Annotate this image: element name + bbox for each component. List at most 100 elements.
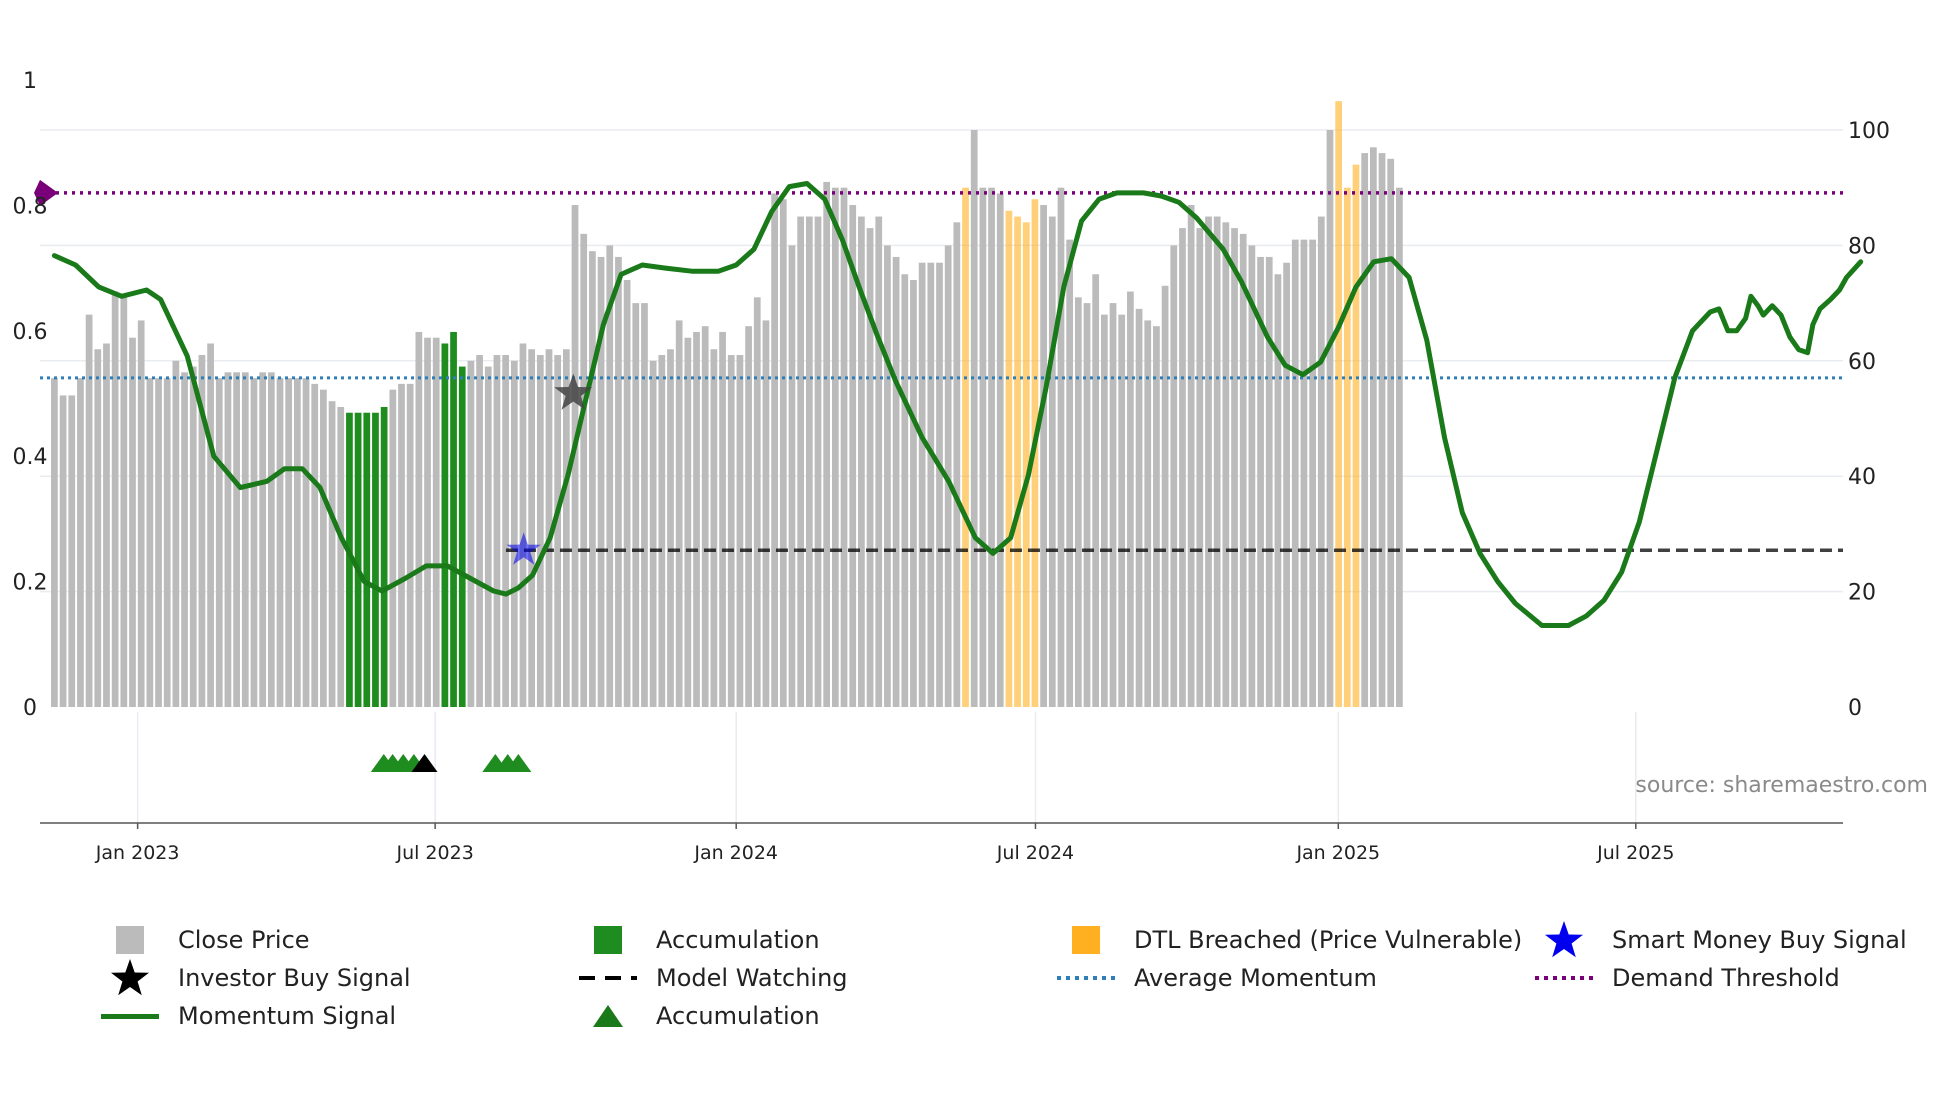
accumulation-triangle: [505, 754, 532, 772]
smart-money-buy-star: [506, 532, 541, 565]
price-bar: [719, 331, 726, 707]
price-bar: [1248, 245, 1256, 707]
source-note: source: sharemaestro.com: [1635, 773, 1928, 798]
price-bar: [710, 349, 718, 707]
momentum-signal-line: [51, 181, 1864, 628]
price-bar: [779, 199, 787, 708]
price-bars: [51, 101, 1403, 708]
price-bar: [1014, 216, 1021, 708]
price-bar: [727, 355, 735, 707]
price-bar: [641, 303, 648, 707]
momentum-layer: [51, 181, 1864, 628]
price-bar: [667, 349, 674, 707]
x-tick-label: Jan 2023: [95, 842, 180, 864]
price-bar: [103, 343, 110, 707]
price-bar: [658, 355, 666, 707]
price-bar: [189, 366, 197, 707]
price-bar: [1109, 303, 1117, 707]
price-bar: [1170, 245, 1178, 707]
price-bar: [1352, 164, 1360, 707]
price-bar: [701, 326, 709, 707]
price-bar: [554, 355, 562, 707]
left-tick-label: 0.6: [13, 320, 48, 345]
x-tick-label: Jul 2024: [996, 842, 1074, 864]
price-bar: [1283, 262, 1290, 707]
price-bar: [597, 256, 605, 707]
price-bar: [918, 262, 926, 707]
left-tick-label: 0: [23, 696, 37, 721]
price-bar: [250, 378, 258, 707]
price-bar: [493, 355, 501, 707]
price-bar: [632, 303, 640, 707]
price-bar: [1309, 239, 1316, 707]
price-bar: [1343, 187, 1351, 707]
price-bar: [120, 297, 128, 707]
price-bar: [562, 349, 570, 707]
price-bar: [1265, 256, 1273, 707]
price-bar: [476, 355, 483, 707]
right-tick-label: 0: [1848, 696, 1862, 721]
price-bar: [1300, 239, 1308, 707]
price-bar: [363, 412, 371, 707]
price-bar: [77, 378, 84, 707]
price-bar: [884, 245, 891, 707]
price-bar: [805, 216, 813, 708]
left-tick-label: 1: [23, 69, 37, 94]
price-bar: [745, 326, 752, 707]
price-bar: [1005, 210, 1013, 707]
price-bar: [450, 331, 457, 707]
price-bar: [1066, 239, 1074, 707]
price-bar: [137, 320, 145, 707]
price-bar: [241, 372, 249, 707]
price-bar: [441, 343, 449, 707]
price-bar: [1118, 314, 1126, 707]
signal-markers: [34, 179, 593, 772]
price-bar: [1222, 222, 1230, 707]
price-bar: [840, 187, 848, 707]
price-bar: [85, 314, 93, 707]
right-tick-label: 60: [1848, 350, 1876, 375]
price-bar: [831, 187, 839, 707]
price-bar: [285, 378, 293, 707]
price-bar: [1257, 256, 1264, 707]
price-bar: [484, 366, 492, 707]
price-bar: [467, 360, 475, 707]
price-bar: [259, 372, 267, 707]
price-bar: [1239, 233, 1247, 708]
price-bar: [936, 262, 943, 707]
price-bar: [1048, 216, 1056, 708]
reference-lines: [40, 191, 1843, 552]
price-bar: [389, 389, 397, 707]
price-bar: [910, 280, 917, 707]
price-bar: [1196, 228, 1204, 707]
price-bar: [146, 378, 154, 707]
price-bar: [267, 372, 275, 707]
price-bar: [1092, 274, 1100, 707]
price-bar: [1378, 153, 1386, 707]
price-bar: [996, 193, 1004, 708]
price-bar: [1291, 239, 1299, 707]
price-bar: [311, 383, 319, 707]
price-bar: [858, 216, 865, 708]
price-bar: [337, 406, 345, 707]
price-bar: [536, 355, 544, 707]
price-bar: [129, 337, 136, 707]
x-tick-label: Jul 2025: [1596, 842, 1674, 864]
price-bar: [762, 320, 770, 707]
price-bar: [1231, 228, 1238, 707]
left-tick-label: 0.8: [13, 194, 48, 219]
price-bar: [814, 216, 822, 708]
price-bar: [1274, 274, 1282, 707]
price-bar: [545, 349, 553, 707]
right-tick-label: 40: [1848, 465, 1876, 490]
price-bar: [1127, 291, 1134, 707]
price-bar: [753, 297, 761, 707]
price-bar: [901, 274, 909, 707]
price-bar: [59, 395, 67, 707]
price-bar: [1205, 216, 1212, 708]
price-bar: [623, 280, 631, 707]
price-bar: [866, 228, 874, 707]
price-bar: [328, 401, 336, 707]
price-bar: [424, 337, 431, 707]
